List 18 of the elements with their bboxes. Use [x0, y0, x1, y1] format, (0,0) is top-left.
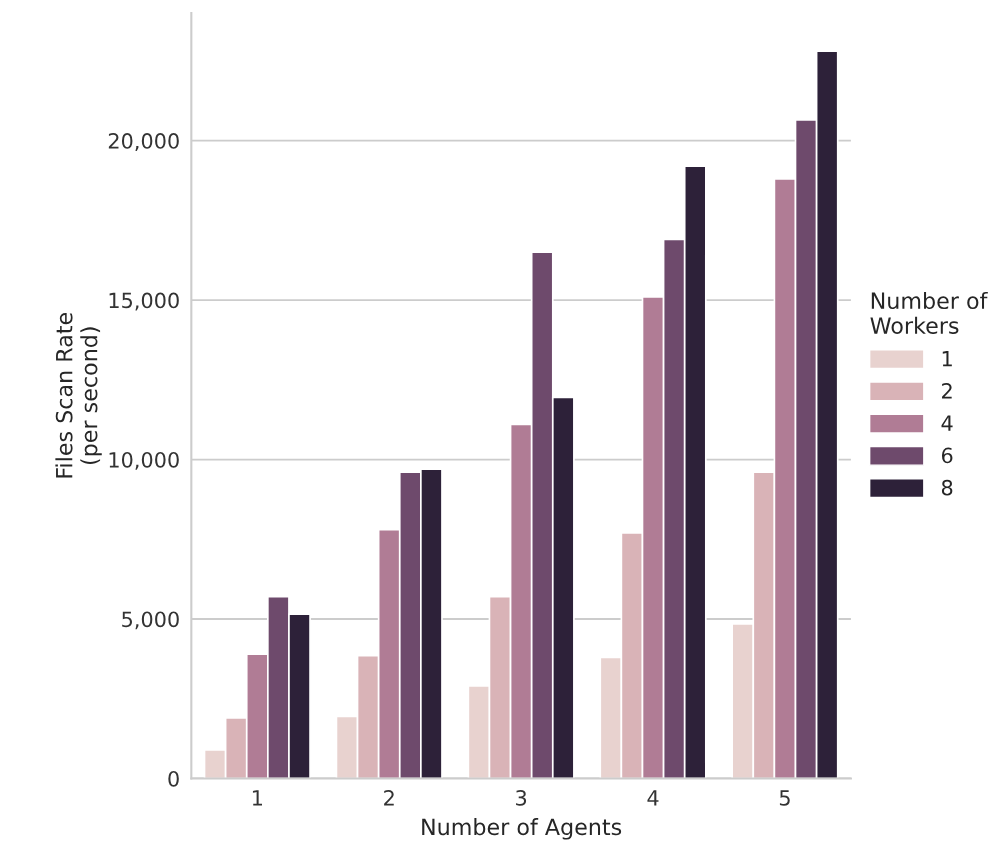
x-tick-label: 4: [647, 790, 659, 806]
legend-title: Number of Workers: [870, 291, 988, 334]
y-tick-label: 15,000: [109, 292, 179, 311]
x-tick-label: 3: [516, 789, 527, 806]
legend-label: 1: [942, 351, 952, 367]
y-tick-label: 10,000: [109, 451, 179, 470]
y-axis-title: Files Scan Rate (per second): [55, 312, 102, 478]
y-tick-label: 20,000: [108, 133, 179, 151]
legend-label: 4: [941, 415, 953, 431]
x-axis-title: Number of Agents: [422, 818, 622, 840]
legend-label: 8: [941, 479, 953, 496]
x-tick-label: 2: [384, 789, 394, 806]
y-tick-label: 0: [168, 770, 179, 787]
y-tick-label: 5,000: [122, 611, 179, 630]
x-tick-label: 1: [252, 790, 262, 806]
legend-label: 6: [941, 447, 953, 464]
legend-label: 2: [942, 383, 952, 399]
x-tick-label: 5: [779, 790, 790, 806]
